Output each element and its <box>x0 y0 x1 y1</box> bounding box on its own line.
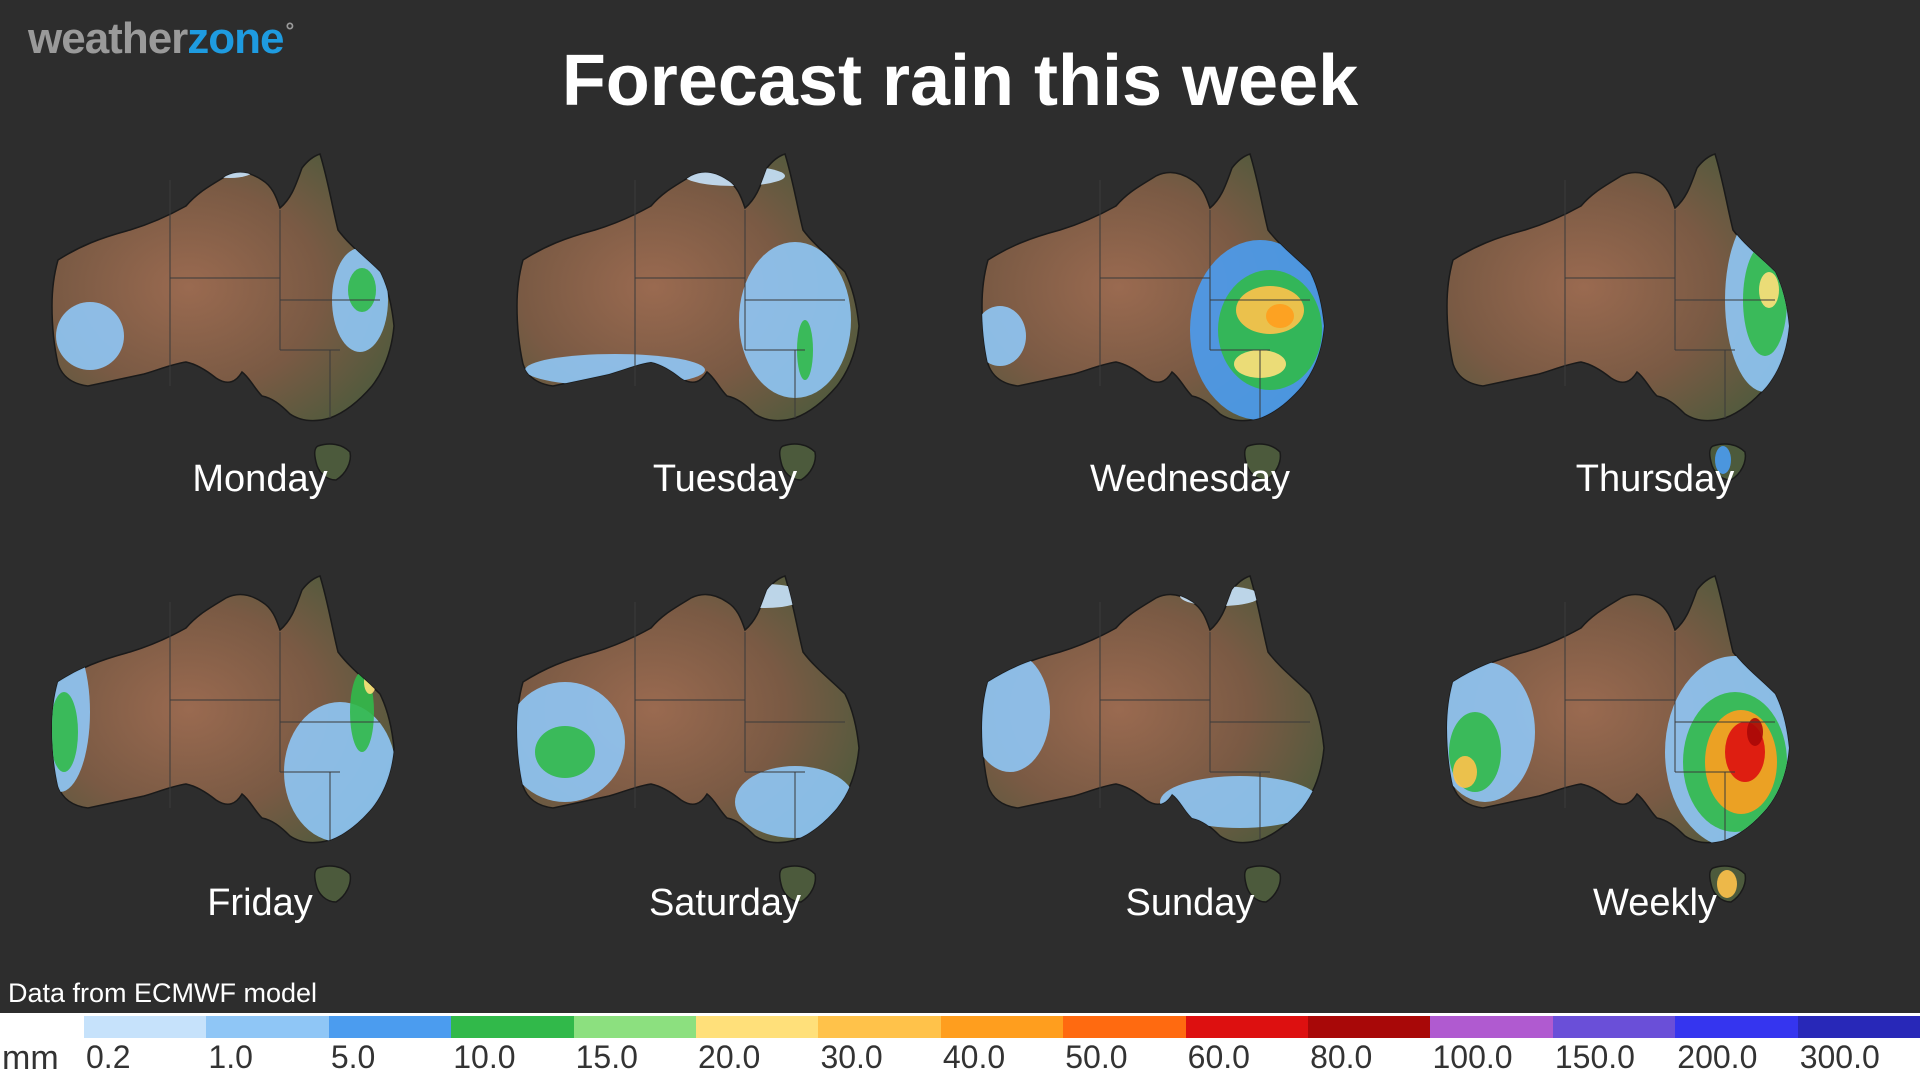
legend-swatch <box>573 1016 697 1038</box>
legend-swatch <box>940 1016 1064 1038</box>
day-label-thursday: Thursday <box>1575 458 1735 500</box>
rain-area <box>1715 446 1731 474</box>
legend-tick-label: 0.2 <box>86 1039 131 1075</box>
rain-area <box>1759 272 1779 308</box>
legend-tick-label: 200.0 <box>1677 1039 1758 1075</box>
rain-area <box>685 166 785 186</box>
rain-area <box>364 670 376 694</box>
rainfall-legend: mm 0.2 1.0 5.0 10.0 15.0 20.0 30.0 40.0 50.0 60.0… <box>0 1013 1920 1080</box>
rain-area <box>348 268 376 312</box>
rain-area <box>1747 718 1763 746</box>
legend-tick-label: 1.0 <box>208 1039 253 1075</box>
legend-swatch <box>1185 1016 1309 1038</box>
rain-area <box>535 726 595 778</box>
rain-overlay <box>1447 656 1789 898</box>
legend-swatch <box>1308 1016 1431 1038</box>
rain-area <box>1180 586 1260 606</box>
australia-rain-map <box>51 575 395 903</box>
tasmania <box>313 443 352 481</box>
rain-area <box>1453 756 1477 788</box>
day-label-weekly: Weekly <box>1593 882 1717 924</box>
legend-swatch <box>1675 1016 1798 1038</box>
map-panel-wednesday: Wednesday <box>970 150 1410 570</box>
australia-rain-map <box>51 153 395 481</box>
rain-overlay <box>982 586 1320 828</box>
legend-swatch <box>1552 1016 1676 1038</box>
day-label-friday: Friday <box>207 882 313 924</box>
legend-swatch <box>1063 1016 1186 1038</box>
legend-swatch <box>818 1016 941 1038</box>
legend-tick-label: 150.0 <box>1554 1039 1635 1075</box>
tasmania <box>1243 865 1282 903</box>
australia-rain-map <box>516 575 860 903</box>
day-label-wednesday: Wednesday <box>1090 458 1290 500</box>
legend-ticks: 0.2 1.0 5.0 10.0 15.0 20.0 30.0 40.0 50.0 60.0 80.… <box>84 1039 1920 1079</box>
legend-swatch <box>1430 1016 1553 1038</box>
rain-area <box>1266 304 1294 328</box>
legend-swatch <box>451 1016 574 1038</box>
legend-swatch <box>696 1016 819 1038</box>
weatherzone-logo: weatherzone° <box>28 14 294 63</box>
day-label-monday: Monday <box>192 458 328 500</box>
legend-tick-label: 60.0 <box>1187 1039 1250 1075</box>
rain-area <box>982 652 1050 772</box>
legend-tick-label: 20.0 <box>698 1039 761 1075</box>
rain-area <box>1160 776 1320 828</box>
legend-color-bar <box>84 1016 1920 1038</box>
rain-area <box>739 242 851 398</box>
legend-tick-label: 30.0 <box>820 1039 883 1075</box>
legend-tick-label: 100.0 <box>1432 1039 1513 1075</box>
map-panel-weekly: Weekly <box>1435 572 1875 992</box>
map-panel-tuesday: Tuesday <box>505 150 945 570</box>
rain-area <box>56 302 124 370</box>
map-panel-friday: Friday <box>40 572 480 992</box>
rain-area <box>1717 870 1737 898</box>
legend-tick-label: 5.0 <box>330 1039 376 1075</box>
map-panel-monday: Monday <box>40 150 480 570</box>
legend-tick-label: 15.0 <box>575 1039 638 1075</box>
tasmania <box>1243 443 1282 481</box>
rain-area <box>206 162 254 178</box>
day-label-saturday: Saturday <box>648 882 802 924</box>
legend-swatch <box>206 1016 329 1038</box>
legend-unit: mm <box>2 1039 59 1077</box>
tasmania <box>778 443 817 481</box>
map-panel-thursday: Thursday <box>1435 150 1875 570</box>
australia-rain-map <box>1446 153 1790 481</box>
australia-rain-map <box>981 153 1325 481</box>
rain-area <box>525 354 705 386</box>
data-source-note: Data from ECMWF model <box>8 978 318 1008</box>
day-label-sunday: Sunday <box>1125 882 1255 924</box>
australia-rain-map <box>1446 575 1790 903</box>
page-title: Forecast rain this week <box>561 41 1359 121</box>
australia-rain-map <box>516 153 860 481</box>
legend-tick-label: 300.0 <box>1799 1039 1880 1075</box>
legend-swatch <box>84 1016 207 1038</box>
legend-swatch <box>1797 1016 1920 1038</box>
legend-tick-label: 50.0 <box>1065 1039 1128 1075</box>
legend-tick-label: 40.0 <box>942 1039 1006 1075</box>
map-panel-sunday: Sunday <box>970 572 1410 992</box>
legend-tick-label: 80.0 <box>1310 1039 1373 1075</box>
tasmania <box>313 865 352 903</box>
rain-area <box>982 306 1026 366</box>
map-panel-saturday: Saturday <box>505 572 945 992</box>
day-label-tuesday: Tuesday <box>652 458 798 500</box>
australia-rain-map <box>981 575 1325 903</box>
rain-area <box>52 692 78 772</box>
legend-swatch <box>328 1016 452 1038</box>
legend-tick-label: 10.0 <box>453 1039 516 1075</box>
tasmania <box>778 865 817 903</box>
